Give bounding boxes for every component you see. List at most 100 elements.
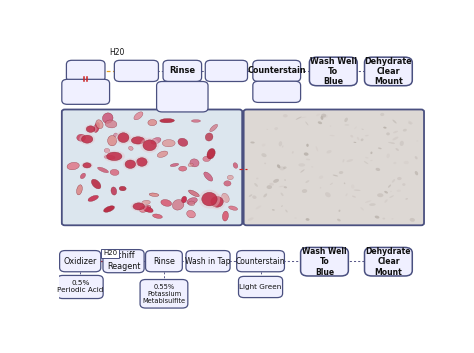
Ellipse shape bbox=[311, 166, 313, 168]
Ellipse shape bbox=[179, 166, 187, 171]
Ellipse shape bbox=[137, 158, 147, 166]
Ellipse shape bbox=[397, 190, 401, 192]
Ellipse shape bbox=[337, 219, 341, 221]
Ellipse shape bbox=[153, 214, 162, 219]
Ellipse shape bbox=[281, 193, 283, 196]
FancyBboxPatch shape bbox=[140, 280, 188, 308]
Ellipse shape bbox=[151, 138, 161, 144]
Ellipse shape bbox=[162, 139, 175, 147]
Ellipse shape bbox=[84, 125, 97, 134]
Ellipse shape bbox=[82, 135, 93, 143]
Ellipse shape bbox=[386, 154, 390, 158]
Ellipse shape bbox=[408, 122, 412, 125]
Ellipse shape bbox=[377, 193, 383, 197]
Ellipse shape bbox=[255, 205, 261, 209]
Ellipse shape bbox=[393, 131, 398, 133]
Ellipse shape bbox=[248, 217, 254, 221]
Ellipse shape bbox=[190, 159, 199, 167]
Ellipse shape bbox=[397, 177, 401, 180]
Ellipse shape bbox=[210, 124, 218, 132]
Ellipse shape bbox=[81, 162, 93, 169]
Ellipse shape bbox=[408, 121, 413, 124]
Ellipse shape bbox=[140, 205, 151, 212]
Ellipse shape bbox=[323, 115, 328, 118]
Ellipse shape bbox=[405, 198, 408, 200]
FancyBboxPatch shape bbox=[186, 251, 230, 272]
Ellipse shape bbox=[98, 167, 109, 173]
Ellipse shape bbox=[83, 163, 91, 168]
FancyBboxPatch shape bbox=[310, 57, 357, 86]
Ellipse shape bbox=[388, 142, 395, 144]
Ellipse shape bbox=[304, 152, 309, 156]
Ellipse shape bbox=[390, 191, 392, 192]
Ellipse shape bbox=[306, 218, 310, 221]
Ellipse shape bbox=[299, 163, 305, 167]
Ellipse shape bbox=[364, 161, 368, 164]
Ellipse shape bbox=[104, 206, 114, 212]
Ellipse shape bbox=[321, 114, 326, 118]
Ellipse shape bbox=[354, 190, 361, 191]
Ellipse shape bbox=[392, 120, 397, 124]
Ellipse shape bbox=[272, 209, 275, 211]
Ellipse shape bbox=[365, 135, 369, 136]
Ellipse shape bbox=[302, 189, 307, 193]
Ellipse shape bbox=[395, 148, 399, 151]
Ellipse shape bbox=[365, 201, 371, 203]
Ellipse shape bbox=[187, 210, 195, 218]
Ellipse shape bbox=[104, 148, 109, 152]
Ellipse shape bbox=[189, 190, 200, 197]
Ellipse shape bbox=[149, 193, 159, 197]
Ellipse shape bbox=[346, 193, 347, 196]
Ellipse shape bbox=[333, 175, 338, 176]
Ellipse shape bbox=[143, 140, 156, 151]
Text: Counterstain: Counterstain bbox=[247, 66, 306, 76]
Ellipse shape bbox=[222, 193, 229, 202]
Text: H20: H20 bbox=[103, 250, 117, 256]
Ellipse shape bbox=[188, 201, 195, 206]
Ellipse shape bbox=[80, 173, 86, 179]
Ellipse shape bbox=[96, 120, 103, 128]
Ellipse shape bbox=[386, 132, 390, 135]
Ellipse shape bbox=[339, 171, 343, 174]
Ellipse shape bbox=[316, 114, 320, 116]
Ellipse shape bbox=[131, 202, 147, 211]
Text: Schiff
Reagent: Schiff Reagent bbox=[107, 251, 140, 271]
Ellipse shape bbox=[266, 185, 272, 189]
FancyBboxPatch shape bbox=[146, 251, 182, 272]
Ellipse shape bbox=[113, 133, 118, 137]
Ellipse shape bbox=[306, 144, 309, 147]
Ellipse shape bbox=[301, 117, 307, 118]
Ellipse shape bbox=[178, 138, 188, 146]
Text: 0.5%
Periodic Acid: 0.5% Periodic Acid bbox=[57, 281, 103, 293]
FancyBboxPatch shape bbox=[103, 250, 144, 273]
FancyBboxPatch shape bbox=[62, 109, 242, 225]
Ellipse shape bbox=[107, 152, 122, 161]
Ellipse shape bbox=[131, 137, 145, 144]
Ellipse shape bbox=[205, 133, 213, 141]
Ellipse shape bbox=[360, 207, 364, 210]
Ellipse shape bbox=[148, 119, 157, 126]
Text: Dehydrate
Clear
Mount: Dehydrate Clear Mount bbox=[365, 56, 412, 86]
Ellipse shape bbox=[306, 158, 310, 160]
Ellipse shape bbox=[375, 216, 379, 219]
Ellipse shape bbox=[361, 128, 364, 130]
Ellipse shape bbox=[128, 135, 147, 145]
Ellipse shape bbox=[294, 217, 297, 219]
Ellipse shape bbox=[187, 198, 197, 204]
FancyBboxPatch shape bbox=[57, 275, 103, 299]
Ellipse shape bbox=[279, 186, 284, 187]
Ellipse shape bbox=[416, 140, 418, 142]
Ellipse shape bbox=[330, 125, 331, 127]
FancyBboxPatch shape bbox=[163, 60, 201, 82]
Ellipse shape bbox=[383, 217, 385, 220]
Ellipse shape bbox=[249, 194, 252, 197]
Ellipse shape bbox=[354, 142, 356, 143]
Ellipse shape bbox=[161, 199, 172, 206]
Ellipse shape bbox=[285, 210, 288, 213]
Ellipse shape bbox=[203, 156, 210, 162]
Ellipse shape bbox=[143, 207, 153, 213]
Ellipse shape bbox=[222, 211, 228, 221]
Ellipse shape bbox=[320, 187, 321, 189]
Text: Rinse: Rinse bbox=[169, 66, 195, 76]
Text: Rinse: Rinse bbox=[153, 257, 175, 266]
